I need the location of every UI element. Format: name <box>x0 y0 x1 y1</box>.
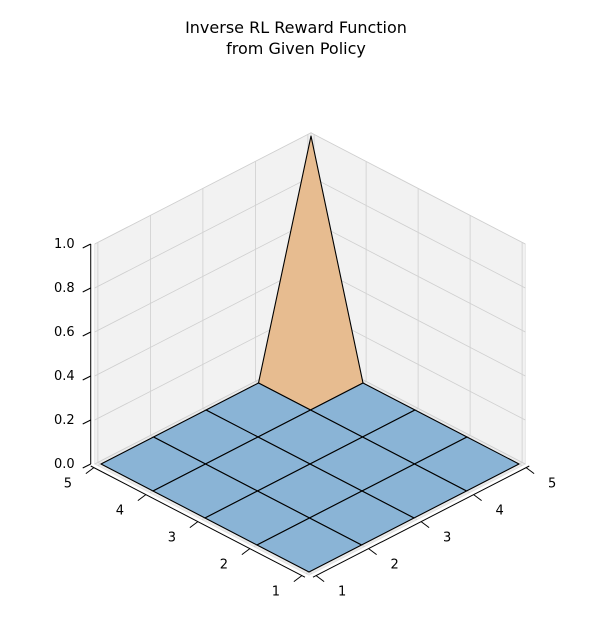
x-tick <box>368 548 377 556</box>
x-tick <box>525 467 535 475</box>
x-tick-label: 5 <box>548 477 556 492</box>
y-tick-label: 2 <box>220 558 228 573</box>
z-tick <box>82 463 91 469</box>
z-tick-label: 0.0 <box>54 457 75 472</box>
x-tick-label: 3 <box>443 531 451 546</box>
y-tick <box>85 467 95 475</box>
y-tick <box>137 494 147 502</box>
surface-patch <box>256 517 363 573</box>
z-tick-label: 1.0 <box>54 237 75 252</box>
z-tick <box>82 243 91 249</box>
y-tick-label: 1 <box>272 585 280 600</box>
x-tick <box>315 575 325 583</box>
z-gridline <box>94 132 526 245</box>
y-tick <box>241 548 251 556</box>
z-tick-label: 0.6 <box>54 325 75 340</box>
z-tick-label: 0.8 <box>54 281 75 296</box>
chart-title-line-2: from Given Policy <box>226 39 366 58</box>
y-tick-label: 5 <box>64 477 72 492</box>
chart-title-line-1: Inverse RL Reward Function <box>185 18 407 37</box>
y-tick <box>293 575 303 583</box>
z-tick <box>82 375 91 381</box>
x-tick <box>420 521 430 529</box>
x-tick <box>473 494 482 502</box>
y-tick-label: 3 <box>168 531 176 546</box>
z-tick-label: 0.2 <box>54 413 75 428</box>
z-tick <box>82 287 91 293</box>
y-tick-label: 4 <box>116 504 124 519</box>
x-tick-label: 1 <box>338 585 346 600</box>
z-tick <box>82 331 91 337</box>
x-tick-label: 4 <box>495 504 503 519</box>
x-tick-label: 2 <box>390 558 398 573</box>
z-tick <box>82 419 91 425</box>
z-tick-label: 0.4 <box>54 369 75 384</box>
y-tick <box>189 521 199 529</box>
